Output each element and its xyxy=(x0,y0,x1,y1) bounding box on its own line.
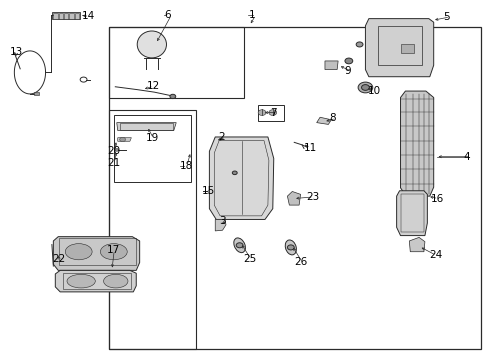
Text: 22: 22 xyxy=(52,254,65,264)
Text: 24: 24 xyxy=(428,250,441,260)
Ellipse shape xyxy=(285,240,296,255)
Text: 12: 12 xyxy=(146,81,160,91)
Ellipse shape xyxy=(100,244,127,260)
Polygon shape xyxy=(209,137,273,220)
Polygon shape xyxy=(69,13,74,19)
Polygon shape xyxy=(400,44,413,53)
Text: 7: 7 xyxy=(270,108,276,118)
Text: 17: 17 xyxy=(107,245,120,255)
Ellipse shape xyxy=(355,42,362,47)
Ellipse shape xyxy=(258,110,265,116)
Ellipse shape xyxy=(115,148,119,151)
Ellipse shape xyxy=(67,274,95,288)
Polygon shape xyxy=(396,191,427,235)
Text: 1: 1 xyxy=(248,10,255,20)
Ellipse shape xyxy=(65,244,92,260)
Ellipse shape xyxy=(357,82,372,93)
Polygon shape xyxy=(408,237,424,252)
Polygon shape xyxy=(59,13,63,19)
Ellipse shape xyxy=(120,137,125,141)
Text: 10: 10 xyxy=(366,86,380,96)
Text: 26: 26 xyxy=(294,257,307,267)
Text: 21: 21 xyxy=(107,158,120,168)
Polygon shape xyxy=(316,117,330,125)
Ellipse shape xyxy=(268,110,276,116)
Text: 2: 2 xyxy=(218,132,225,142)
Text: 6: 6 xyxy=(163,10,170,20)
Polygon shape xyxy=(64,13,68,19)
Ellipse shape xyxy=(236,243,243,248)
Text: 19: 19 xyxy=(146,133,159,143)
Ellipse shape xyxy=(103,274,128,288)
Polygon shape xyxy=(400,91,433,196)
Text: 3: 3 xyxy=(219,216,226,226)
Text: 20: 20 xyxy=(107,146,120,156)
Text: 16: 16 xyxy=(430,194,444,204)
Polygon shape xyxy=(325,61,337,69)
Text: 11: 11 xyxy=(303,143,316,153)
Polygon shape xyxy=(34,92,39,95)
Text: 9: 9 xyxy=(344,66,350,76)
Polygon shape xyxy=(55,270,136,292)
Ellipse shape xyxy=(232,171,237,175)
Polygon shape xyxy=(75,13,79,19)
Text: 23: 23 xyxy=(306,192,319,202)
Polygon shape xyxy=(117,123,176,131)
Ellipse shape xyxy=(287,245,294,250)
Polygon shape xyxy=(287,192,300,205)
Text: 5: 5 xyxy=(442,12,448,22)
Ellipse shape xyxy=(361,85,368,90)
Ellipse shape xyxy=(169,94,175,99)
Polygon shape xyxy=(215,220,225,231)
Polygon shape xyxy=(118,138,131,141)
Text: 13: 13 xyxy=(9,46,22,57)
Ellipse shape xyxy=(344,58,352,64)
Text: 8: 8 xyxy=(328,113,335,123)
Text: 18: 18 xyxy=(179,161,192,171)
Text: 25: 25 xyxy=(243,254,256,264)
Polygon shape xyxy=(53,13,58,19)
Ellipse shape xyxy=(137,31,166,58)
Text: 14: 14 xyxy=(82,12,95,22)
Polygon shape xyxy=(365,19,433,77)
Polygon shape xyxy=(53,237,140,270)
Ellipse shape xyxy=(233,238,245,253)
Text: 4: 4 xyxy=(463,152,469,162)
Text: 15: 15 xyxy=(202,186,215,197)
